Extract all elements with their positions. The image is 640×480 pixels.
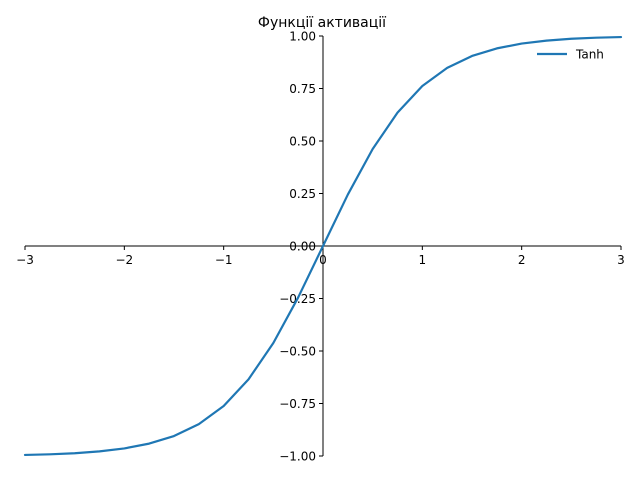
y-tick-label: 0.25 (289, 187, 316, 201)
legend: Tanh (537, 48, 604, 62)
x-tick-label: −3 (16, 253, 34, 267)
y-tick-label: −0.50 (279, 345, 316, 359)
chart-title: Функції активації (258, 15, 386, 31)
y-tick-label: 0.75 (289, 82, 316, 96)
x-tick-label: 2 (518, 253, 526, 267)
x-tick-label: 0 (319, 253, 327, 267)
y-tick-label: 1.00 (289, 30, 316, 44)
y-tick-label: 0.50 (289, 135, 316, 149)
y-tick-label: 0.00 (289, 240, 316, 254)
x-tick-label: 1 (419, 253, 427, 267)
x-tick-label: −1 (215, 253, 233, 267)
y-tick-label: −1.00 (279, 450, 316, 464)
legend-label-tanh: Tanh (575, 48, 604, 62)
axes: −3 −2 −1 0 1 2 3−1.00−0.75−0.50−0.250.000.250.… (16, 30, 625, 464)
x-tick-label: −2 (115, 253, 133, 267)
series-line-tanh (23, 35, 623, 457)
y-tick-label: −0.75 (279, 397, 316, 411)
series-layer (23, 35, 623, 457)
x-tick-label: 3 (617, 253, 625, 267)
